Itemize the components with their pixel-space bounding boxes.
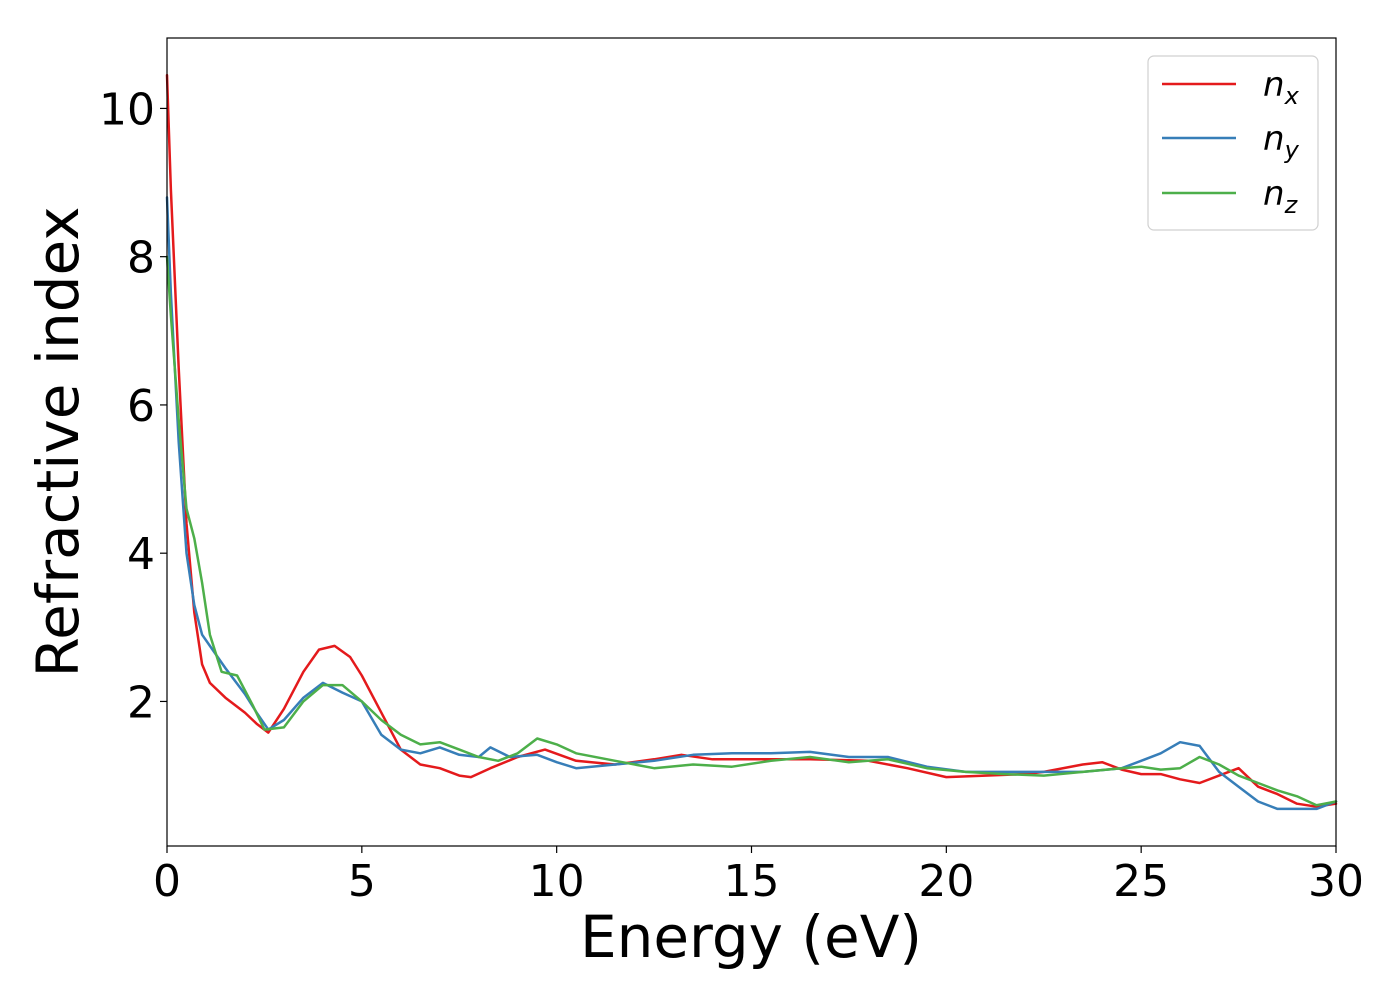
legend: nx ny nz — [1147, 55, 1319, 231]
x-tick-label: 0 — [153, 856, 181, 907]
legend-box — [1147, 55, 1319, 231]
x-axis-ticks: 0 5 10 15 20 25 30 — [153, 846, 1364, 907]
legend-label-nx: nx — [1263, 65, 1300, 110]
series-line-nz — [165, 255, 1338, 807]
legend-label-nz: nz — [1263, 174, 1299, 219]
legend-label-ny: ny — [1263, 119, 1300, 164]
y-tick-label: 8 — [127, 233, 155, 284]
x-tick-label: 15 — [724, 856, 780, 907]
y-axis-title: Refractive index — [24, 206, 92, 677]
series-line-ny — [165, 196, 1338, 811]
x-tick-label: 30 — [1308, 856, 1364, 907]
y-tick-label: 6 — [127, 381, 155, 432]
y-tick-label: 10 — [99, 84, 155, 135]
y-tick-label: 2 — [127, 677, 155, 728]
x-tick-label: 10 — [529, 856, 585, 907]
y-tick-label: 4 — [127, 529, 155, 580]
series-line-nx — [165, 73, 1338, 808]
x-tick-label: 25 — [1113, 856, 1169, 907]
x-tick-label: 20 — [918, 856, 974, 907]
x-tick-label: 5 — [348, 856, 376, 907]
x-axis-title: Energy (eV) — [580, 903, 922, 971]
y-axis-ticks: 2 4 6 8 10 — [99, 84, 167, 728]
series-layer — [165, 73, 1338, 811]
